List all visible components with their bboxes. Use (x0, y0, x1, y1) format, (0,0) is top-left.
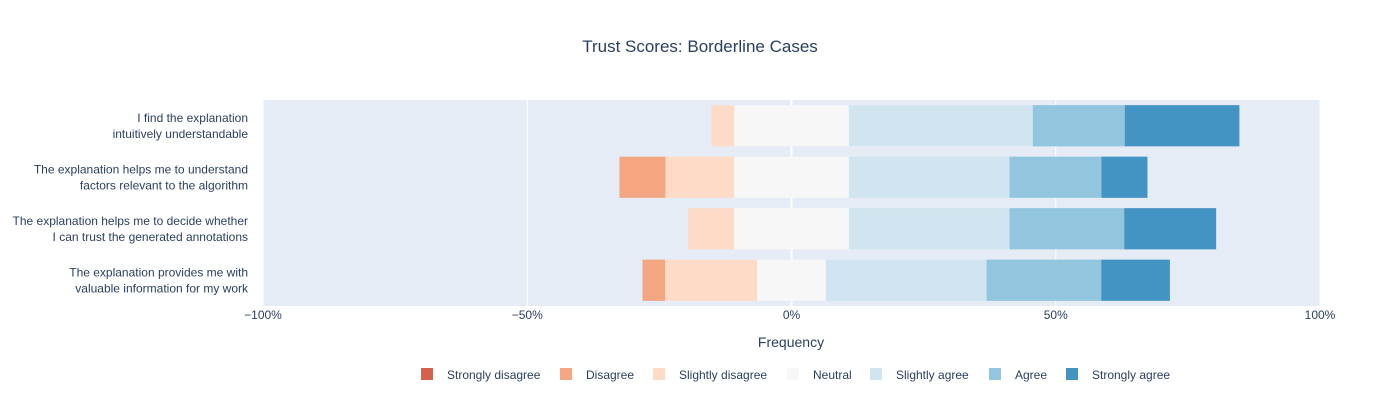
legend-item-disagree[interactable]: Disagree (560, 368, 634, 382)
bar-segment-slightly-agree[interactable] (848, 208, 1010, 250)
legend-label: Strongly disagree (447, 368, 541, 382)
legend-label: Neutral (813, 368, 852, 382)
legend-item-strongly-disagree[interactable]: Strongly disagree (421, 368, 541, 382)
x-tick-label: −100% (244, 308, 282, 322)
bar-segment-strongly-agree[interactable] (1124, 105, 1240, 147)
bar-segment-slightly-agree[interactable] (848, 105, 1033, 147)
legend-item-agree[interactable]: Agree (989, 368, 1047, 382)
bar-segment-neutral[interactable] (734, 208, 849, 250)
bar-segment-disagree[interactable] (642, 259, 666, 301)
legend-label: Slightly disagree (679, 368, 767, 382)
bar-segment-neutral[interactable] (734, 105, 849, 147)
bar-segment-slightly-disagree[interactable] (665, 259, 758, 301)
bars (619, 105, 1240, 301)
x-tick-label: −50% (512, 308, 543, 322)
bar-segment-slightly-disagree[interactable] (688, 208, 735, 250)
x-tick-label: 100% (1305, 308, 1336, 322)
legend-label: Slightly agree (896, 368, 969, 382)
legend-item-strongly-agree[interactable]: Strongly agree (1066, 368, 1170, 382)
legend-swatch (560, 368, 572, 380)
legend-item-slightly-agree[interactable]: Slightly agree (870, 368, 969, 382)
bar-segment-agree[interactable] (1032, 105, 1125, 147)
bar-segment-slightly-disagree[interactable] (711, 105, 735, 147)
y-tick-label: The explanation provides me with valuable… (69, 265, 249, 295)
bar-segment-agree[interactable] (1009, 208, 1125, 250)
legend-item-neutral[interactable]: Neutral (787, 368, 852, 382)
bar-segment-strongly-agree[interactable] (1101, 259, 1170, 301)
legend-swatch (989, 368, 1001, 380)
bar-segment-strongly-agree[interactable] (1101, 156, 1148, 198)
legend-swatch (1066, 368, 1078, 380)
bar-segment-neutral[interactable] (734, 156, 849, 198)
legend-label: Strongly agree (1092, 368, 1170, 382)
bar-segment-strongly-agree[interactable] (1124, 208, 1217, 250)
bar-segment-neutral[interactable] (757, 259, 826, 301)
x-axis-ticks: −100% −50% 0% 50% 100% (244, 308, 1336, 322)
bar-segment-slightly-disagree[interactable] (665, 156, 735, 198)
y-tick-label: I find the explanation intuitively unders… (113, 111, 249, 141)
legend[interactable]: Strongly disagree Disagree Slightly disagr… (421, 368, 1170, 382)
bar-segment-agree[interactable] (1009, 156, 1102, 198)
y-tick-label: The explanation helps me to understand fa… (34, 162, 248, 192)
chart-title: Trust Scores: Borderline Cases (582, 37, 818, 56)
legend-swatch (870, 368, 882, 380)
bar-segment-agree[interactable] (986, 259, 1102, 301)
y-tick-label: The explanation helps me to decide wheth… (13, 214, 248, 244)
legend-swatch (787, 368, 799, 380)
legend-swatch (653, 368, 665, 380)
x-axis-title: Frequency (758, 334, 824, 350)
bar-segment-slightly-agree[interactable] (848, 156, 1010, 198)
legend-label: Agree (1015, 368, 1047, 382)
x-tick-label: 50% (1044, 308, 1068, 322)
y-axis-labels: I find the explanation intuitively unders… (13, 111, 249, 296)
bar-segment-disagree[interactable] (619, 156, 666, 198)
legend-swatch (421, 368, 433, 380)
x-tick-label: 0% (783, 308, 801, 322)
legend-label: Disagree (586, 368, 634, 382)
legend-item-slightly-disagree[interactable]: Slightly disagree (653, 368, 767, 382)
bar-segment-slightly-agree[interactable] (825, 259, 987, 301)
